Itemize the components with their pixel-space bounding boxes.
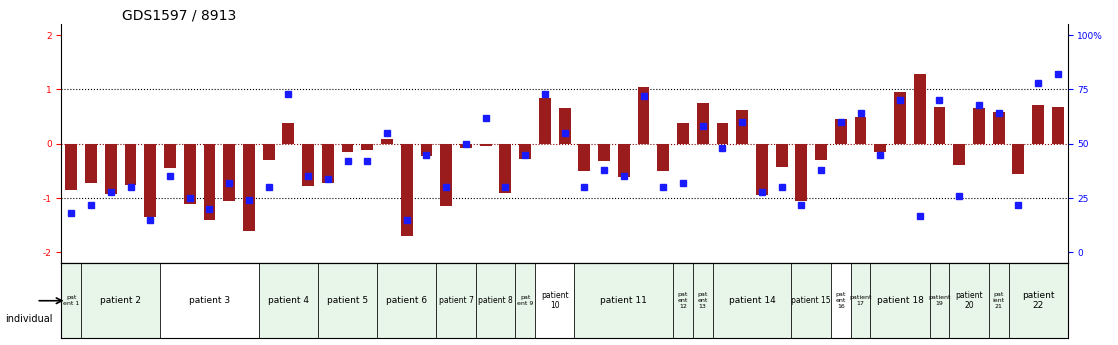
FancyBboxPatch shape: [673, 263, 693, 338]
FancyBboxPatch shape: [476, 263, 515, 338]
FancyBboxPatch shape: [436, 263, 476, 338]
Text: patient 5: patient 5: [326, 296, 368, 305]
Text: pat
ent
13: pat ent 13: [698, 293, 708, 309]
Bar: [183, 144, 196, 204]
FancyBboxPatch shape: [988, 263, 1008, 338]
Text: individual: individual: [6, 314, 53, 324]
Text: patient
19: patient 19: [928, 295, 950, 306]
Text: patient
22: patient 22: [1022, 291, 1054, 310]
Bar: [401, 144, 413, 236]
Bar: [440, 144, 452, 206]
Bar: [776, 144, 787, 167]
Text: patient 15: patient 15: [792, 296, 831, 305]
Bar: [144, 144, 157, 217]
FancyBboxPatch shape: [377, 263, 436, 338]
Text: patient 11: patient 11: [600, 296, 647, 305]
FancyBboxPatch shape: [831, 263, 851, 338]
Bar: [637, 87, 650, 144]
FancyBboxPatch shape: [258, 263, 318, 338]
FancyBboxPatch shape: [575, 263, 673, 338]
FancyBboxPatch shape: [160, 263, 258, 338]
Bar: [203, 144, 216, 220]
Bar: [973, 108, 985, 144]
Text: pat
ent
12: pat ent 12: [678, 293, 689, 309]
Bar: [578, 144, 590, 171]
Bar: [539, 98, 551, 144]
Bar: [224, 144, 235, 201]
Bar: [737, 110, 748, 144]
Bar: [717, 123, 728, 144]
Bar: [697, 103, 709, 144]
Text: pat
ent 1: pat ent 1: [64, 295, 79, 306]
Bar: [913, 74, 926, 144]
Text: patient 18: patient 18: [877, 296, 923, 305]
Text: patient 6: patient 6: [386, 296, 427, 305]
Text: patient 7: patient 7: [438, 296, 474, 305]
Bar: [815, 144, 827, 160]
Bar: [500, 144, 511, 193]
Bar: [302, 144, 314, 186]
Bar: [1013, 144, 1024, 174]
Bar: [993, 112, 1005, 144]
Bar: [381, 139, 392, 144]
Bar: [618, 144, 629, 177]
Bar: [1032, 105, 1044, 144]
Text: GDS1597 / 8913: GDS1597 / 8913: [122, 9, 236, 23]
FancyBboxPatch shape: [949, 263, 988, 338]
Bar: [243, 144, 255, 231]
FancyBboxPatch shape: [318, 263, 377, 338]
FancyBboxPatch shape: [536, 263, 575, 338]
Bar: [795, 144, 807, 201]
Text: patient 2: patient 2: [101, 296, 141, 305]
FancyBboxPatch shape: [929, 263, 949, 338]
Text: patient
20: patient 20: [955, 291, 983, 310]
Bar: [322, 144, 334, 183]
Bar: [105, 144, 116, 194]
Text: pat
ent
16: pat ent 16: [835, 293, 846, 309]
Bar: [874, 144, 887, 152]
Bar: [756, 144, 768, 195]
Text: pat
ent 9: pat ent 9: [517, 295, 533, 306]
Bar: [480, 144, 492, 147]
Bar: [342, 144, 353, 152]
Text: pat
ient
21: pat ient 21: [993, 293, 1005, 309]
Text: patient 3: patient 3: [189, 296, 230, 305]
FancyBboxPatch shape: [871, 263, 929, 338]
FancyBboxPatch shape: [693, 263, 712, 338]
Bar: [854, 117, 866, 144]
FancyBboxPatch shape: [61, 263, 82, 338]
Text: patient 4: patient 4: [268, 296, 309, 305]
Bar: [124, 144, 136, 185]
FancyBboxPatch shape: [82, 263, 160, 338]
Bar: [598, 144, 610, 161]
Bar: [66, 144, 77, 190]
Bar: [263, 144, 275, 160]
FancyBboxPatch shape: [792, 263, 831, 338]
Text: patient 14: patient 14: [729, 296, 776, 305]
Bar: [283, 123, 294, 144]
FancyBboxPatch shape: [712, 263, 792, 338]
Bar: [678, 123, 689, 144]
Bar: [835, 119, 846, 144]
Bar: [519, 144, 531, 159]
Bar: [361, 144, 373, 150]
Bar: [420, 144, 433, 156]
Bar: [894, 92, 906, 144]
Bar: [559, 108, 570, 144]
Bar: [657, 144, 670, 171]
Bar: [459, 144, 472, 148]
Bar: [164, 144, 176, 168]
Text: patient
10: patient 10: [541, 291, 569, 310]
FancyBboxPatch shape: [1008, 263, 1068, 338]
FancyBboxPatch shape: [515, 263, 536, 338]
Bar: [954, 144, 965, 166]
Bar: [934, 107, 946, 144]
Bar: [85, 144, 97, 183]
Text: patient
17: patient 17: [850, 295, 872, 306]
Bar: [1052, 107, 1063, 144]
Text: patient 8: patient 8: [479, 296, 513, 305]
FancyBboxPatch shape: [851, 263, 871, 338]
